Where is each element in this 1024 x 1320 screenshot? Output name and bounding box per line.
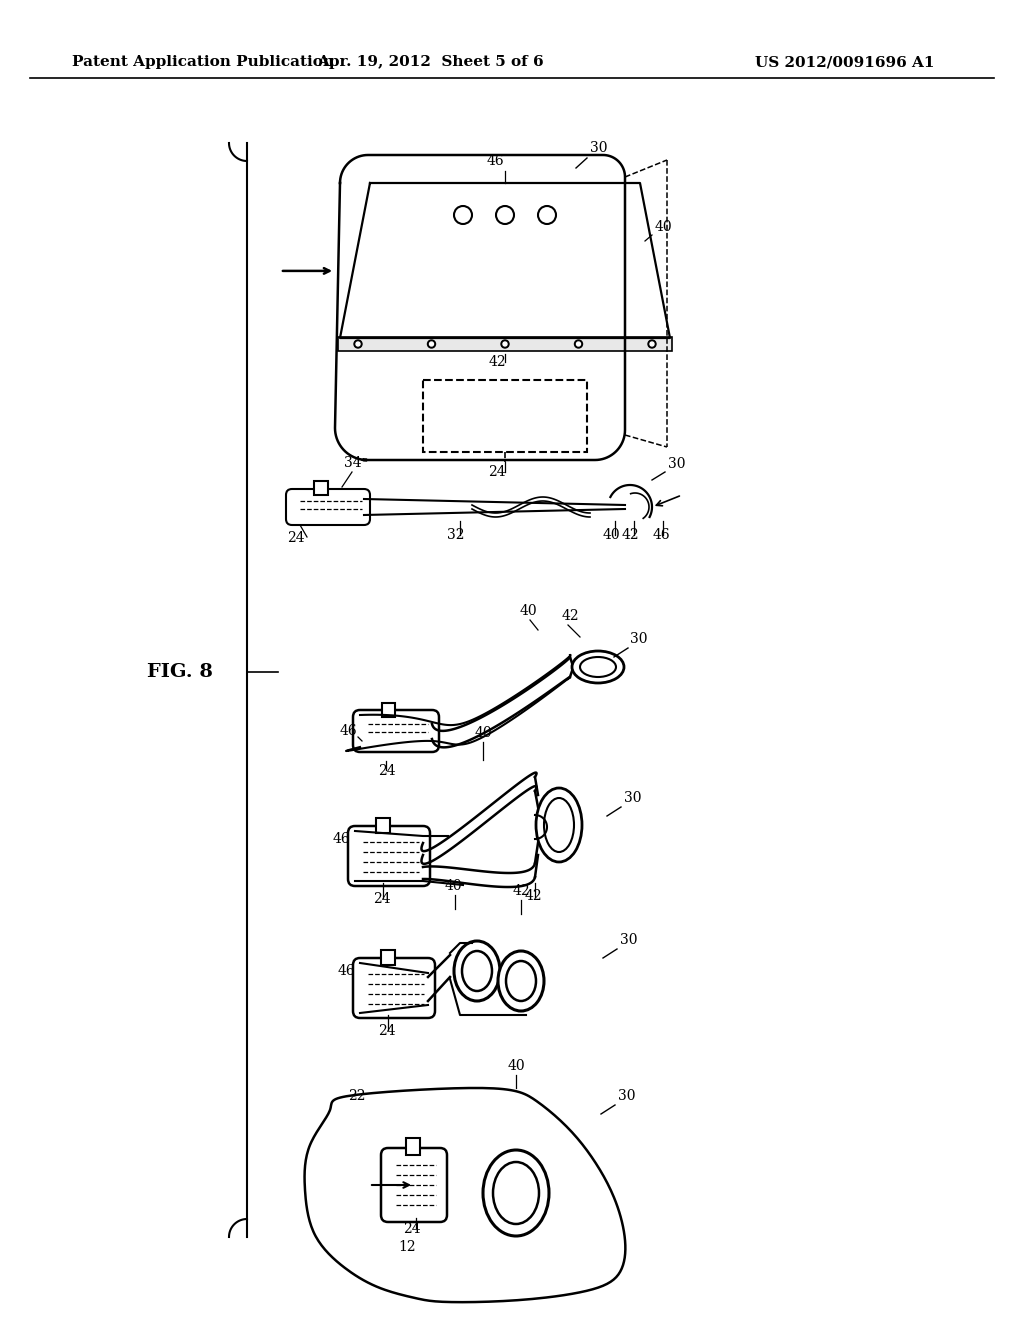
Text: 40: 40 — [475, 726, 493, 741]
FancyBboxPatch shape — [353, 710, 439, 752]
Text: 30: 30 — [620, 933, 638, 946]
Text: 42: 42 — [525, 888, 543, 903]
Ellipse shape — [462, 950, 492, 991]
Text: 40: 40 — [603, 528, 621, 543]
Text: 46: 46 — [340, 723, 357, 738]
Text: 42: 42 — [622, 528, 640, 543]
Text: 46: 46 — [338, 964, 355, 978]
Text: 22: 22 — [348, 1089, 366, 1104]
Circle shape — [454, 206, 472, 224]
Bar — [423, 380, 587, 451]
Circle shape — [650, 342, 654, 346]
Text: 30: 30 — [590, 141, 607, 154]
Text: 24: 24 — [287, 531, 304, 545]
Text: 24: 24 — [373, 892, 390, 906]
Text: 32: 32 — [447, 528, 465, 543]
Text: 46: 46 — [486, 154, 504, 168]
Ellipse shape — [536, 788, 582, 862]
Text: Apr. 19, 2012  Sheet 5 of 6: Apr. 19, 2012 Sheet 5 of 6 — [316, 55, 544, 69]
Circle shape — [429, 342, 433, 346]
Circle shape — [356, 342, 360, 346]
Text: 12: 12 — [398, 1239, 416, 1254]
Text: 42: 42 — [488, 355, 506, 370]
Circle shape — [574, 341, 583, 348]
Ellipse shape — [506, 961, 536, 1001]
Bar — [406, 1138, 420, 1155]
FancyBboxPatch shape — [353, 958, 435, 1018]
Text: 30: 30 — [668, 457, 685, 471]
Circle shape — [427, 341, 435, 348]
Bar — [376, 818, 390, 833]
Text: 24: 24 — [378, 1024, 395, 1038]
Circle shape — [577, 342, 581, 346]
Text: 42: 42 — [513, 884, 530, 898]
Circle shape — [538, 206, 556, 224]
Ellipse shape — [572, 651, 624, 682]
Text: FIG. 8: FIG. 8 — [147, 663, 213, 681]
Text: 24: 24 — [378, 764, 395, 777]
Text: 30: 30 — [630, 632, 647, 645]
Text: 24: 24 — [403, 1222, 421, 1236]
Text: 30: 30 — [618, 1089, 636, 1104]
Ellipse shape — [544, 799, 574, 851]
Text: US 2012/0091696 A1: US 2012/0091696 A1 — [755, 55, 935, 69]
Text: 30: 30 — [624, 791, 641, 805]
Circle shape — [501, 341, 509, 348]
Text: 34: 34 — [344, 455, 361, 470]
Text: 40: 40 — [508, 1059, 525, 1073]
Circle shape — [496, 206, 514, 224]
FancyBboxPatch shape — [381, 1148, 447, 1222]
Bar — [382, 704, 395, 717]
Ellipse shape — [454, 941, 500, 1001]
FancyBboxPatch shape — [348, 826, 430, 886]
Text: 46: 46 — [653, 528, 671, 543]
Text: Patent Application Publication: Patent Application Publication — [72, 55, 334, 69]
Text: 40: 40 — [445, 879, 463, 894]
Ellipse shape — [580, 657, 616, 677]
Text: 24: 24 — [488, 465, 506, 479]
Circle shape — [503, 342, 507, 346]
FancyBboxPatch shape — [286, 488, 370, 525]
Text: 46: 46 — [333, 832, 350, 846]
Ellipse shape — [493, 1162, 539, 1224]
Bar — [381, 950, 395, 965]
Ellipse shape — [498, 950, 544, 1011]
Bar — [314, 480, 328, 495]
Circle shape — [648, 341, 656, 348]
Text: 42: 42 — [562, 609, 580, 623]
Text: 40: 40 — [655, 220, 673, 234]
Circle shape — [354, 341, 362, 348]
Text: 40: 40 — [520, 605, 538, 618]
Ellipse shape — [483, 1150, 549, 1236]
Bar — [338, 337, 672, 351]
